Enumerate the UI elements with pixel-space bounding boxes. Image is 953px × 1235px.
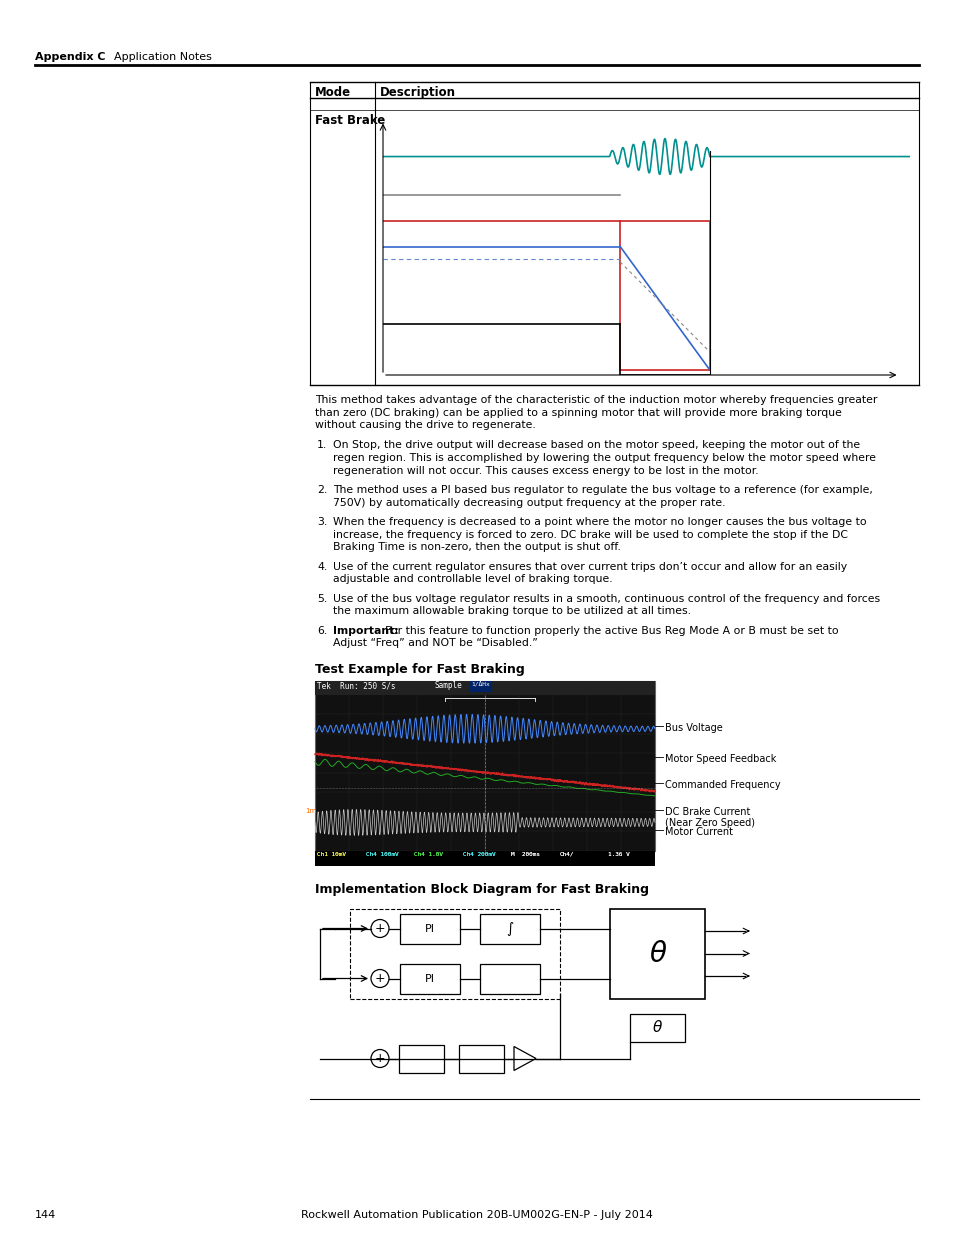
Text: Ch4 100mV: Ch4 100mV xyxy=(365,851,397,857)
Text: Commanded Frequency: Commanded Frequency xyxy=(664,781,780,790)
Text: Ch1 10mV: Ch1 10mV xyxy=(316,851,346,857)
Bar xyxy=(609,909,704,999)
Bar xyxy=(629,1014,684,1041)
Bar xyxy=(350,909,559,999)
Bar xyxy=(479,914,539,944)
Text: Ch4 1.0V: Ch4 1.0V xyxy=(414,851,443,857)
Text: 1.36 V: 1.36 V xyxy=(608,851,630,857)
Text: Tek  Run: 250 S/s: Tek Run: 250 S/s xyxy=(316,682,395,690)
Bar xyxy=(479,963,539,993)
Bar xyxy=(458,1045,503,1072)
Text: 1/ΔHx: 1/ΔHx xyxy=(471,682,489,687)
Text: Rockwell Automation Publication 20B-UM002G-EN-P - July 2014: Rockwell Automation Publication 20B-UM00… xyxy=(301,1210,652,1220)
Text: Appendix C: Appendix C xyxy=(35,52,106,62)
Text: 5.: 5. xyxy=(316,594,327,604)
Text: 750V) by automatically decreasing output frequency at the proper rate.: 750V) by automatically decreasing output… xyxy=(333,498,724,508)
Text: 4↓: 4↓ xyxy=(305,830,314,836)
Text: DC Brake Current
(Near Zero Speed): DC Brake Current (Near Zero Speed) xyxy=(664,806,754,829)
Text: Adjust “Freq” and NOT be “Disabled.”: Adjust “Freq” and NOT be “Disabled.” xyxy=(333,638,537,648)
Text: Mode: Mode xyxy=(314,86,351,99)
Text: 3.: 3. xyxy=(316,517,327,527)
Bar xyxy=(399,963,459,993)
Text: M  200ms: M 200ms xyxy=(511,851,539,857)
Text: Description: Description xyxy=(379,86,456,99)
Text: Ch4 100mV: Ch4 100mV xyxy=(365,851,397,857)
Text: When the frequency is decreased to a point where the motor no longer causes the : When the frequency is decreased to a poi… xyxy=(333,517,865,527)
Text: 4.: 4. xyxy=(316,562,327,572)
Bar xyxy=(398,1045,443,1072)
Text: Application Notes: Application Notes xyxy=(100,52,212,62)
Text: 2.: 2. xyxy=(316,485,327,495)
Bar xyxy=(314,851,655,866)
Text: +: + xyxy=(375,972,385,986)
Text: M  200ms: M 200ms xyxy=(511,851,539,857)
Text: the maximum allowable braking torque to be utilized at all times.: the maximum allowable braking torque to … xyxy=(333,606,690,616)
Text: without causing the drive to regenerate.: without causing the drive to regenerate. xyxy=(314,420,536,430)
Text: This method takes advantage of the characteristic of the induction motor whereby: This method takes advantage of the chara… xyxy=(314,395,877,405)
Text: ∫: ∫ xyxy=(506,921,513,935)
Text: Ch4/: Ch4/ xyxy=(559,851,574,857)
Text: Motor Speed Feedback: Motor Speed Feedback xyxy=(664,753,776,763)
Polygon shape xyxy=(514,1046,536,1071)
Text: Ch1 10mV: Ch1 10mV xyxy=(316,851,346,857)
Text: 144: 144 xyxy=(35,1210,56,1220)
Text: 3: 3 xyxy=(305,788,310,797)
Text: Sample: Sample xyxy=(435,682,462,690)
Text: Use of the current regulator ensures that over current trips don’t occur and all: Use of the current regulator ensures tha… xyxy=(333,562,846,572)
Text: +: + xyxy=(375,923,385,935)
Text: θ: θ xyxy=(652,1020,661,1035)
Text: Fast Brake: Fast Brake xyxy=(314,114,385,127)
Text: PI: PI xyxy=(424,924,435,934)
Text: Use of the bus voltage regulator results in a smooth, continuous control of the : Use of the bus voltage regulator results… xyxy=(333,594,880,604)
Text: 1m: 1m xyxy=(305,809,315,814)
Text: adjustable and controllable level of braking torque.: adjustable and controllable level of bra… xyxy=(333,574,612,584)
Bar xyxy=(619,221,709,369)
Text: PI: PI xyxy=(424,973,435,983)
Bar xyxy=(399,914,459,944)
Bar xyxy=(314,680,655,694)
Text: Ch4 1.0V: Ch4 1.0V xyxy=(414,851,443,857)
Text: On Stop, the drive output will decrease based on the motor speed, keeping the mo: On Stop, the drive output will decrease … xyxy=(333,441,860,451)
Text: Motor Current: Motor Current xyxy=(664,827,732,837)
Text: Ch4 200mV: Ch4 200mV xyxy=(462,851,495,857)
Text: increase, the frequency is forced to zero. DC brake will be used to complete the: increase, the frequency is forced to zer… xyxy=(333,530,847,540)
Text: Ch4 200mV: Ch4 200mV xyxy=(462,851,495,857)
Text: Important:: Important: xyxy=(333,625,398,636)
Bar xyxy=(470,680,492,692)
Bar xyxy=(314,680,655,851)
Text: than zero (DC braking) can be applied to a spinning motor that will provide more: than zero (DC braking) can be applied to… xyxy=(314,408,841,417)
Text: For this feature to function properly the active Bus Reg Mode A or B must be set: For this feature to function properly th… xyxy=(385,625,838,636)
Text: regen region. This is accomplished by lowering the output frequency below the mo: regen region. This is accomplished by lo… xyxy=(333,453,875,463)
Text: 6.: 6. xyxy=(316,625,327,636)
Text: 1.36 V: 1.36 V xyxy=(608,851,630,857)
Text: +: + xyxy=(375,1052,385,1065)
Text: θ: θ xyxy=(648,940,665,967)
Text: Ch4/: Ch4/ xyxy=(559,851,574,857)
Text: regeneration will not occur. This causes excess energy to be lost in the motor.: regeneration will not occur. This causes… xyxy=(333,466,758,475)
Text: 1.: 1. xyxy=(316,441,327,451)
Text: The method uses a PI based bus regulator to regulate the bus voltage to a refere: The method uses a PI based bus regulator… xyxy=(333,485,872,495)
Text: Implementation Block Diagram for Fast Braking: Implementation Block Diagram for Fast Br… xyxy=(314,883,648,897)
Text: Bus Voltage: Bus Voltage xyxy=(664,722,722,732)
Text: Braking Time is non-zero, then the output is shut off.: Braking Time is non-zero, then the outpu… xyxy=(333,542,620,552)
Text: Test Example for Fast Braking: Test Example for Fast Braking xyxy=(314,662,524,676)
